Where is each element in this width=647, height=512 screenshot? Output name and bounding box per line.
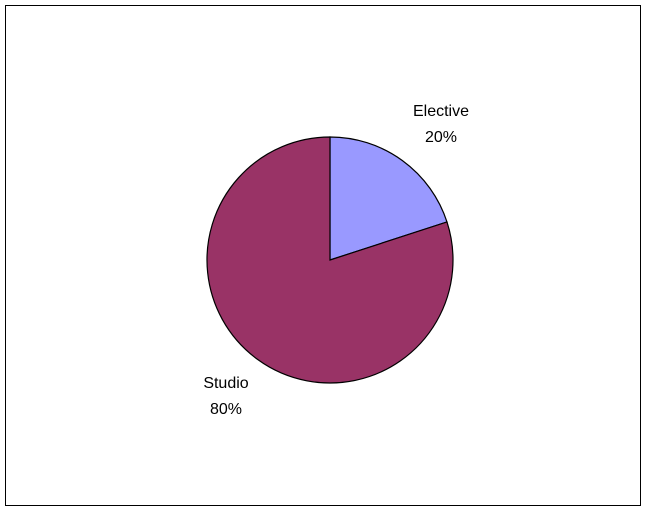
slice-label-percent-elective: 20% [425,129,457,146]
slice-label-name-elective: Elective [413,103,469,120]
slice-label-name-studio: Studio [203,375,248,392]
slice-labels: Elective 20% Studio 80% [203,103,469,418]
slice-label-percent-studio: 80% [210,401,242,418]
pie-slice-elective [329,136,448,261]
pie-slices [206,136,454,384]
pie-slice-studio [206,136,454,384]
